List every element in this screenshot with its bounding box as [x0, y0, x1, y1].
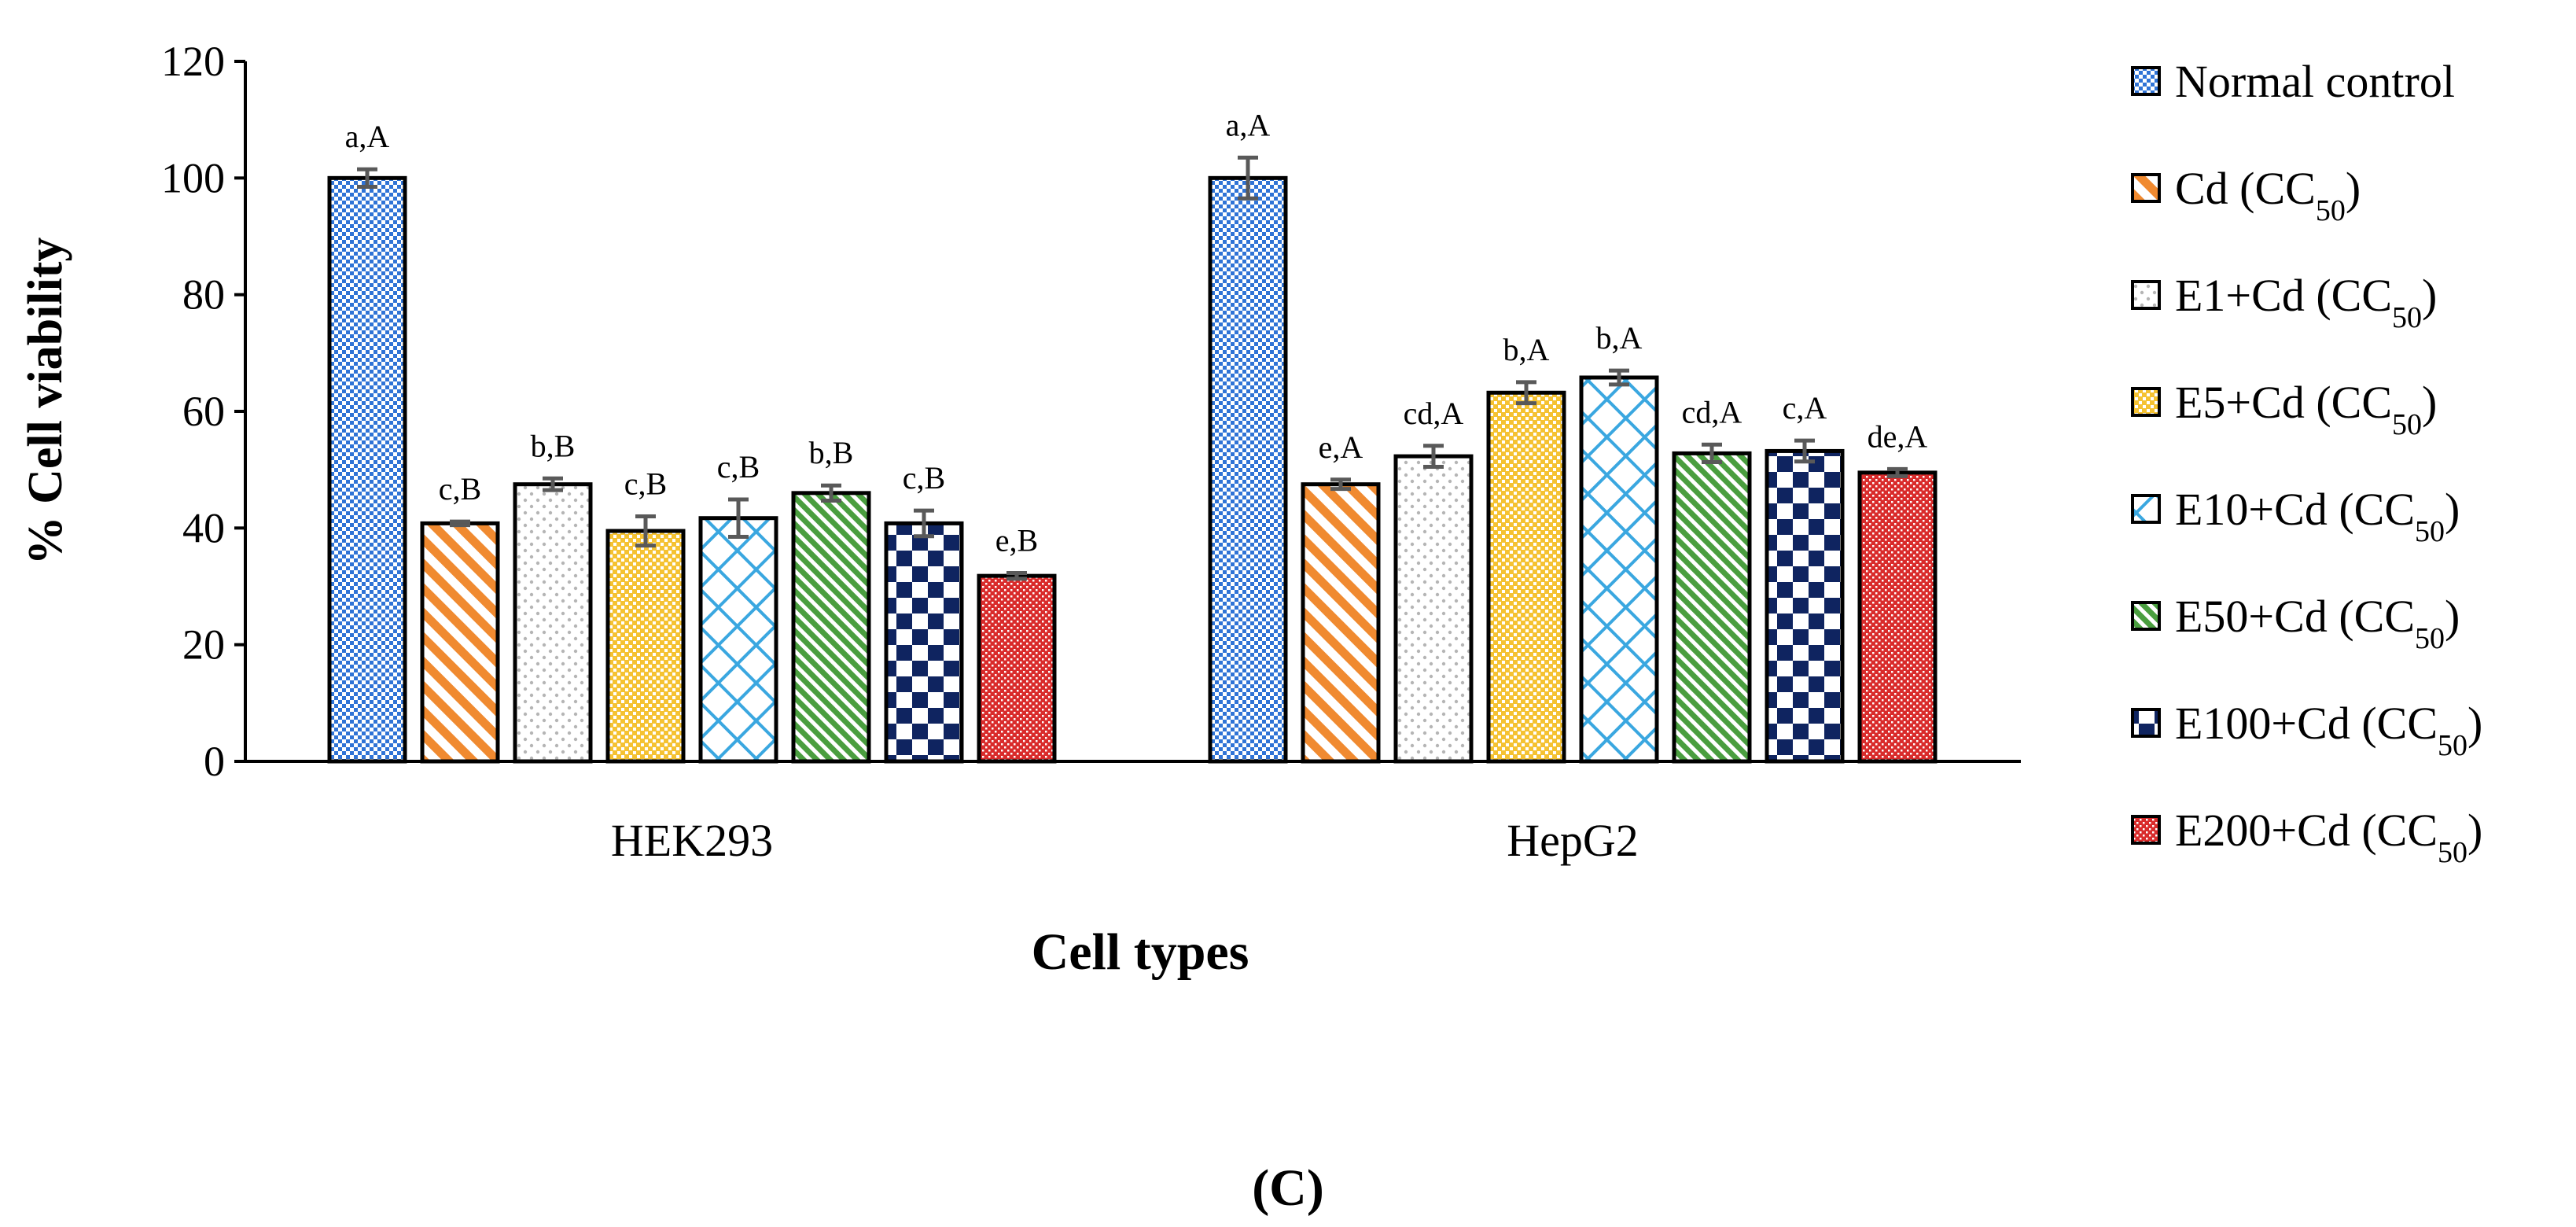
- data-label: c,B: [903, 460, 945, 496]
- bar: [1579, 375, 1659, 764]
- bar: [327, 175, 407, 764]
- y-tick-label: 60: [182, 388, 225, 435]
- bar: [420, 521, 500, 764]
- data-label: cd,A: [1404, 396, 1464, 431]
- bar: [791, 491, 871, 764]
- bar: [1208, 175, 1288, 764]
- legend-label: E1+Cd (CC50): [2175, 270, 2437, 334]
- x-tick-label: HepG2: [1507, 815, 1639, 866]
- bar: [1765, 448, 1845, 764]
- y-tick-label: 20: [182, 621, 225, 669]
- y-tick-label: 120: [161, 38, 225, 85]
- legend-label: E5+Cd (CC50): [2175, 377, 2437, 441]
- data-label: c,B: [717, 449, 760, 485]
- legend-swatch: [2131, 815, 2161, 845]
- legend-item: E100+Cd (CC50): [2131, 698, 2482, 762]
- legend-swatch: [2131, 173, 2161, 203]
- x-axis-title: Cell types: [1032, 923, 1249, 981]
- bar: [605, 529, 686, 764]
- bar: [977, 573, 1057, 764]
- data-label: cd,A: [1682, 394, 1742, 429]
- data-label: c,A: [1783, 390, 1827, 426]
- legend-label: E200+Cd (CC50): [2175, 805, 2482, 869]
- y-tick-label: 0: [204, 738, 225, 785]
- data-label: b,B: [809, 435, 854, 470]
- legend-swatch: [2131, 280, 2161, 310]
- legend-item: Normal control: [2131, 56, 2455, 107]
- legend-label: E10+Cd (CC50): [2175, 484, 2460, 548]
- legend-item: E1+Cd (CC50): [2131, 270, 2437, 334]
- legend-label: E50+Cd (CC50): [2175, 591, 2460, 655]
- data-label: a,A: [1226, 107, 1271, 142]
- legend-swatch: [2131, 494, 2161, 524]
- data-label: c,B: [439, 471, 481, 507]
- y-tick-label: 100: [161, 154, 225, 201]
- bar: [1672, 451, 1752, 764]
- legend-item: Cd (CC50): [2131, 163, 2361, 227]
- legend-swatch: [2131, 601, 2161, 631]
- x-tick-label: HEK293: [611, 815, 773, 866]
- data-label: c,B: [624, 466, 667, 502]
- data-label: e,B: [995, 522, 1038, 558]
- data-label: b,A: [1503, 332, 1550, 367]
- data-label: a,A: [345, 119, 390, 154]
- y-axis-title: % Cell viability: [19, 238, 72, 566]
- legend-label: Normal control: [2175, 56, 2455, 107]
- legend-item: E200+Cd (CC50): [2131, 805, 2482, 869]
- plot-area: 0 20 40 60 80 100 120 a,A c,B b,B c,B c,B b,B c,B e,B H…: [161, 38, 2021, 866]
- data-label: de,A: [1868, 418, 1928, 454]
- bar: [513, 482, 593, 764]
- legend-swatch: [2131, 708, 2161, 738]
- bar: [1301, 482, 1381, 764]
- legend-label: E100+Cd (CC50): [2175, 698, 2482, 762]
- legend: Normal control Cd (CC50) E1+Cd (CC50) E5+Cd…: [2131, 56, 2482, 869]
- bar: [884, 521, 964, 764]
- data-label: b,A: [1596, 320, 1643, 356]
- legend-label: Cd (CC50): [2175, 163, 2361, 227]
- y-tick-label: 80: [182, 271, 225, 319]
- y-tick-label: 40: [182, 504, 225, 551]
- panel-label: (C): [1252, 1159, 1324, 1217]
- data-label: e,A: [1319, 429, 1363, 465]
- legend-item: E5+Cd (CC50): [2131, 377, 2437, 441]
- legend-swatch: [2131, 66, 2161, 96]
- bar: [698, 516, 778, 764]
- legend-swatch: [2131, 387, 2161, 417]
- legend-item: E10+Cd (CC50): [2131, 484, 2460, 548]
- bar: [1857, 470, 1938, 764]
- data-label: b,B: [531, 428, 576, 463]
- legend-item: E50+Cd (CC50): [2131, 591, 2460, 655]
- bar: [1486, 390, 1566, 764]
- bar: [1393, 454, 1474, 764]
